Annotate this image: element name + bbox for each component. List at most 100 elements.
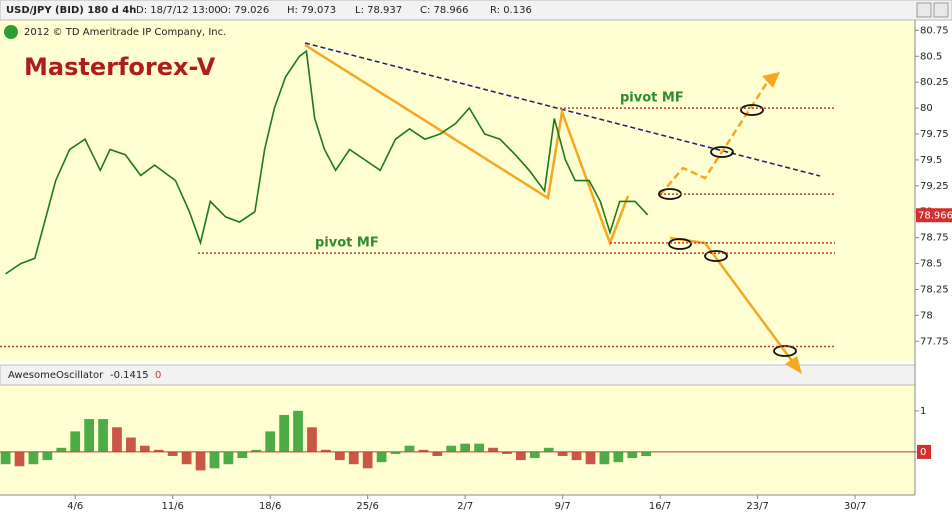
date: D: 18/7/12 13:00	[136, 5, 221, 16]
oscillator-bar	[627, 451, 638, 459]
symbol: USD/JPY (BID) 180 d 4h	[6, 5, 136, 16]
y-tick-label: 0	[920, 447, 926, 458]
markers	[658, 104, 797, 357]
oscillator-bar	[529, 451, 540, 459]
oscillator-bar	[293, 410, 303, 452]
oscillator-bar	[404, 445, 415, 452]
marker	[740, 104, 764, 116]
oscillator-bar	[265, 431, 276, 452]
x-tick-label: 11/6	[161, 501, 183, 512]
oscillator-bar	[599, 451, 610, 465]
oscillator-bar	[195, 451, 206, 471]
zero-box	[917, 444, 931, 459]
oscillator-bar	[28, 451, 39, 465]
header-bar	[0, 0, 952, 21]
oscillator-bar	[181, 451, 192, 465]
arrow-head	[762, 72, 780, 88]
x-tick-label: 23/7	[746, 501, 768, 512]
open: O: 79.026	[220, 5, 269, 16]
last-price-label: 78.966	[918, 210, 952, 221]
y-tick-label: 78	[920, 310, 933, 321]
x-tick-label: 25/6	[356, 501, 378, 512]
price-line	[5, 49, 649, 275]
y-tick-label: 1	[920, 406, 926, 417]
oscillator-bar	[126, 437, 136, 452]
y-tick-label: 80	[920, 103, 933, 114]
oscillator-bar	[348, 451, 359, 465]
oscillator-bar	[98, 419, 108, 452]
oscillator-bar	[167, 451, 178, 457]
brand-title: Masterforex-V	[24, 53, 216, 81]
y-tick-label: 78.25	[920, 284, 949, 295]
y-tick-label: 80.75	[920, 25, 949, 36]
oscillator-bar	[557, 451, 568, 457]
copyright: 2012 © TD Ameritrade IP Company, Inc.	[24, 27, 226, 38]
oscillator-bar	[279, 414, 289, 452]
annotation: pivot MF	[620, 91, 684, 106]
x-tick-label: 9/7	[555, 501, 571, 512]
oscillator-bar	[390, 451, 401, 454]
oscillator-bar	[571, 451, 582, 461]
oscillator-bar	[251, 449, 262, 452]
y-tick-label: 78.5	[920, 259, 942, 270]
oscillator-bar	[70, 431, 81, 452]
info-icon[interactable]	[4, 25, 18, 39]
y-tick-label: 79.75	[920, 129, 949, 140]
oscillator-bar	[223, 451, 234, 465]
y-tick-label: 80.25	[920, 77, 949, 88]
oscillator-bar	[543, 447, 554, 452]
oscillator-bar	[0, 451, 11, 465]
oscillator-bar	[641, 451, 652, 457]
arrow-head	[785, 356, 802, 374]
high: H: 79.073	[287, 5, 336, 16]
oscillator-setting: 0	[155, 370, 161, 381]
projection-up	[659, 77, 772, 196]
x-tick-label: 16/7	[649, 501, 671, 512]
oscillator-bar	[84, 419, 95, 452]
oscillator-bar	[42, 451, 53, 461]
oscillator-bar	[376, 451, 387, 463]
oscillator-bar	[502, 451, 512, 454]
y-tick-label: 77.75	[920, 336, 949, 347]
oscillator-bar	[307, 427, 317, 452]
oscillator-bar	[418, 449, 429, 452]
oscillator-bar	[515, 451, 526, 461]
oscillator-bar	[139, 445, 150, 452]
oscillator-bar	[585, 451, 596, 465]
oscillator-bar	[474, 443, 484, 452]
oscillator-bar	[237, 451, 248, 459]
oscillator-bar	[321, 449, 331, 452]
oscillator-bar	[446, 445, 457, 452]
wave-line	[304, 43, 630, 247]
price-panel	[0, 20, 915, 362]
oscillator-value: -0.1415	[110, 370, 149, 381]
oscillator-title: AwesomeOscillator	[8, 370, 104, 381]
oscillator-panel	[0, 385, 915, 495]
marker	[704, 250, 728, 262]
window-button[interactable]	[916, 2, 932, 18]
annotation: pivot MF	[315, 236, 379, 251]
y-tick-label: 79.5	[920, 155, 942, 166]
close: C: 78.966	[420, 5, 469, 16]
x-tick-label: 30/7	[844, 501, 866, 512]
oscillator-bar	[460, 443, 471, 452]
oscillator-bar	[432, 451, 443, 457]
x-tick-label: 18/6	[259, 501, 281, 512]
oscillator-bar	[209, 451, 220, 469]
x-tick-label: 2/7	[457, 501, 473, 512]
range: R: 0.136	[490, 5, 532, 16]
oscillator-bar	[334, 451, 345, 461]
low: L: 78.937	[355, 5, 402, 16]
oscillator-bar	[613, 451, 624, 463]
oscillator-bar	[14, 451, 25, 467]
window-button[interactable]	[933, 2, 949, 18]
oscillator-bar	[56, 447, 67, 452]
marker	[710, 146, 734, 158]
trend-line	[304, 42, 821, 177]
y-tick-label: 78.75	[920, 233, 949, 244]
oscillator-bar	[488, 447, 498, 452]
y-tick-label: 80.5	[920, 51, 942, 62]
x-tick-label: 4/6	[67, 501, 83, 512]
